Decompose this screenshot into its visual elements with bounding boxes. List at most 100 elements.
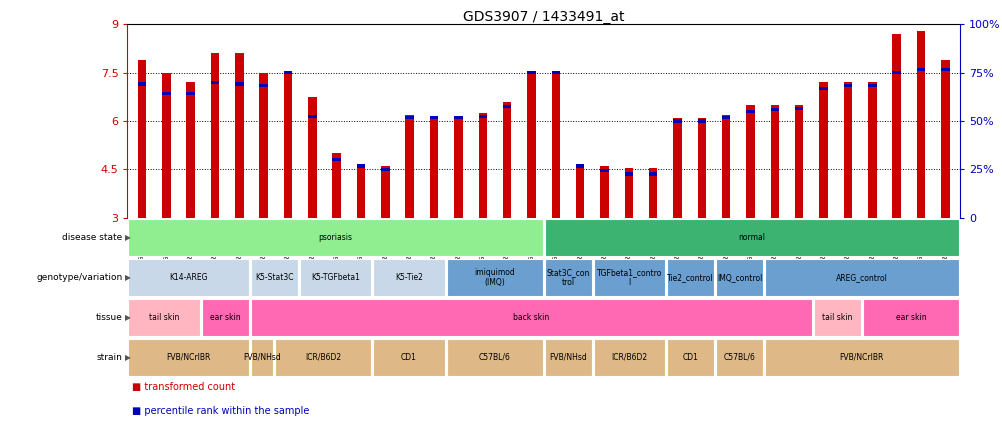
Bar: [892, 34, 900, 218]
Bar: [624, 168, 632, 218]
Bar: [300, 259, 371, 296]
Text: strain: strain: [96, 353, 122, 362]
Bar: [381, 168, 389, 171]
Bar: [128, 299, 199, 336]
Bar: [715, 259, 763, 296]
Bar: [250, 259, 298, 296]
Text: ICR/B6D2: ICR/B6D2: [610, 353, 646, 362]
Bar: [765, 259, 958, 296]
Text: genotype/variation: genotype/variation: [36, 273, 122, 282]
Text: ■ percentile rank within the sample: ■ percentile rank within the sample: [132, 406, 310, 416]
Bar: [137, 83, 146, 86]
Text: TGFbeta1_contro
l: TGFbeta1_contro l: [596, 268, 661, 287]
Bar: [544, 339, 591, 376]
Bar: [332, 158, 341, 161]
Bar: [454, 116, 462, 218]
Bar: [599, 166, 608, 218]
Bar: [697, 118, 705, 218]
Bar: [250, 339, 273, 376]
Bar: [575, 164, 584, 218]
Bar: [502, 102, 511, 218]
Bar: [430, 116, 438, 119]
Bar: [284, 71, 292, 218]
Bar: [201, 299, 248, 336]
Bar: [128, 259, 248, 296]
Text: ▶: ▶: [125, 313, 131, 322]
Bar: [551, 73, 559, 218]
Bar: [284, 71, 292, 74]
Bar: [697, 119, 705, 123]
Text: normal: normal: [737, 233, 765, 242]
Bar: [527, 71, 535, 74]
Bar: [186, 83, 194, 218]
Bar: [575, 164, 584, 168]
Bar: [843, 84, 852, 87]
Bar: [672, 118, 681, 218]
Bar: [478, 113, 487, 218]
Bar: [357, 164, 365, 218]
Bar: [916, 31, 924, 218]
Bar: [765, 339, 958, 376]
Text: ICR/B6D2: ICR/B6D2: [305, 353, 341, 362]
Bar: [275, 339, 371, 376]
Bar: [454, 116, 462, 119]
Text: ▶: ▶: [125, 233, 131, 242]
Text: ear skin: ear skin: [895, 313, 925, 322]
Bar: [666, 259, 713, 296]
Bar: [186, 92, 194, 95]
Bar: [843, 83, 852, 218]
Text: K5-Stat3C: K5-Stat3C: [255, 273, 294, 282]
Bar: [357, 164, 365, 168]
Bar: [624, 173, 632, 176]
Bar: [770, 108, 779, 111]
Bar: [527, 71, 535, 218]
Bar: [446, 339, 542, 376]
Bar: [544, 219, 958, 256]
Bar: [405, 115, 414, 218]
Bar: [770, 105, 779, 218]
Bar: [715, 339, 763, 376]
Text: FVB/NHsd: FVB/NHsd: [549, 353, 586, 362]
Bar: [332, 153, 341, 218]
Bar: [795, 107, 803, 110]
Bar: [819, 87, 827, 91]
Bar: [819, 83, 827, 218]
Text: tail skin: tail skin: [148, 313, 179, 322]
Bar: [308, 115, 317, 118]
Text: AREG_control: AREG_control: [835, 273, 887, 282]
Bar: [234, 53, 243, 218]
Text: CD1: CD1: [682, 353, 697, 362]
Bar: [648, 168, 656, 218]
Bar: [892, 71, 900, 74]
Bar: [210, 53, 219, 218]
Bar: [162, 73, 170, 218]
Bar: [814, 299, 860, 336]
Text: ▶: ▶: [125, 273, 131, 282]
Bar: [593, 339, 664, 376]
Bar: [940, 68, 949, 71]
Bar: [137, 60, 146, 218]
Bar: [916, 68, 924, 71]
Text: C57BL/6: C57BL/6: [478, 353, 510, 362]
Text: K5-TGFbeta1: K5-TGFbeta1: [311, 273, 360, 282]
Text: CD1: CD1: [401, 353, 417, 362]
Bar: [502, 105, 511, 108]
Text: GDS3907 / 1433491_at: GDS3907 / 1433491_at: [462, 10, 624, 24]
Text: back skin: back skin: [513, 313, 549, 322]
Bar: [478, 115, 487, 118]
Bar: [162, 92, 170, 95]
Bar: [234, 83, 243, 86]
Bar: [430, 116, 438, 218]
Text: imiquimod
(IMQ): imiquimod (IMQ): [474, 268, 514, 287]
Bar: [940, 60, 949, 218]
Bar: [381, 166, 389, 218]
Bar: [599, 169, 608, 173]
Bar: [373, 259, 444, 296]
Bar: [260, 84, 268, 87]
Text: psoriasis: psoriasis: [319, 233, 352, 242]
Bar: [745, 105, 755, 218]
Text: FVB/NCrIBR: FVB/NCrIBR: [839, 353, 883, 362]
Bar: [745, 110, 755, 113]
Text: ■ transformed count: ■ transformed count: [132, 382, 235, 392]
Bar: [210, 81, 219, 84]
